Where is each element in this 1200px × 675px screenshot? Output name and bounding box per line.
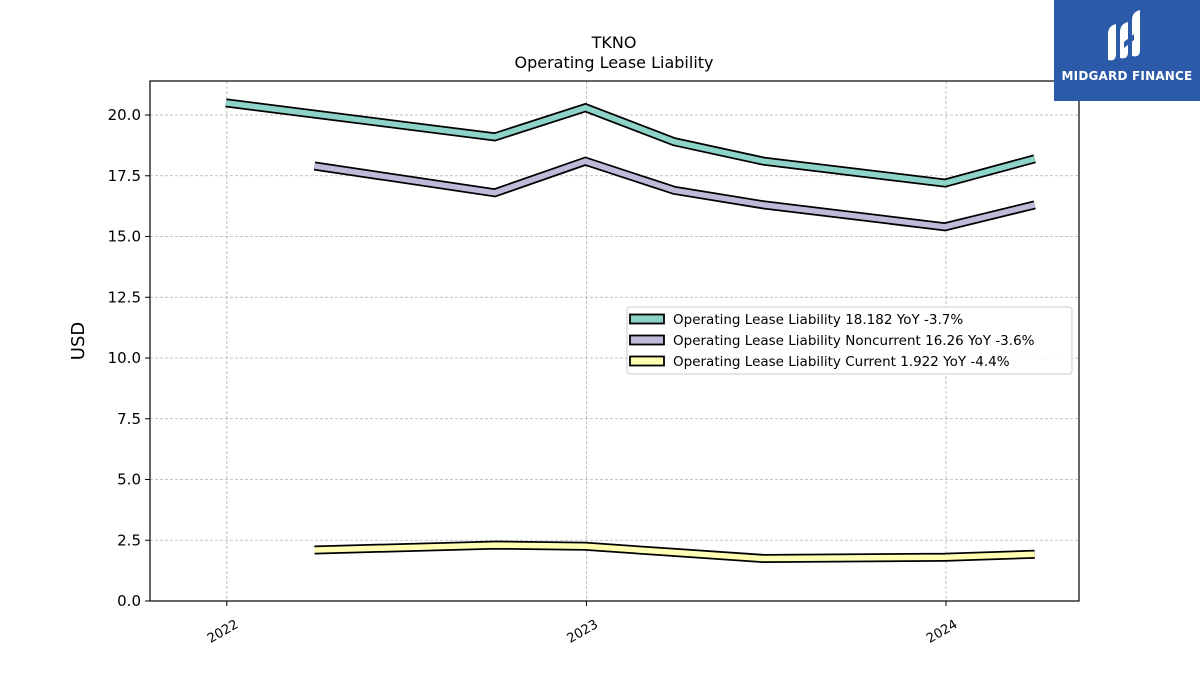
y-tick-label: 20.0 bbox=[108, 106, 141, 124]
y-tick-label: 2.5 bbox=[117, 531, 141, 549]
logo-mark-icon bbox=[1108, 10, 1140, 61]
chart-subtitle: Operating Lease Liability bbox=[514, 53, 713, 72]
series-line bbox=[314, 542, 1035, 562]
x-tick-label: 2024 bbox=[924, 617, 960, 647]
series-layer bbox=[225, 98, 1036, 564]
legend-box bbox=[626, 306, 1073, 375]
y-tick-label: 5.0 bbox=[117, 471, 141, 489]
y-tick-label: 12.5 bbox=[108, 288, 141, 306]
x-tick-label: 2023 bbox=[565, 617, 601, 647]
x-tick-label: 2022 bbox=[205, 617, 241, 647]
legend-swatch bbox=[629, 334, 665, 346]
y-tick-label: 10.0 bbox=[108, 349, 141, 367]
legend-swatch bbox=[629, 313, 665, 325]
y-tick-label: 15.0 bbox=[108, 228, 141, 246]
y-tick-label: 17.5 bbox=[108, 167, 141, 185]
y-axis-label: USD bbox=[68, 322, 89, 360]
series-line-outline bbox=[313, 156, 1036, 232]
logo-text: MIDGARD FINANCE bbox=[1061, 69, 1193, 83]
legend-label: Operating Lease Liability 18.182 YoY -3.… bbox=[673, 312, 963, 328]
axis-ticks: 0.0 2.5 5.0 7.5 10.0 12.5 15.0 17.5 20.0 2022 2023… bbox=[108, 106, 961, 647]
series-line bbox=[314, 158, 1036, 230]
chart-title: TKNO bbox=[591, 33, 637, 52]
plot-frame bbox=[149, 80, 1080, 602]
legend-label: Operating Lease Liability Current 1.922 … bbox=[673, 354, 1010, 370]
midgard-finance-logo: MIDGARD FINANCE bbox=[1054, 0, 1200, 101]
series-line bbox=[225, 100, 1036, 186]
y-tick-label: 0.0 bbox=[117, 592, 141, 610]
legend: Operating Lease Liability 18.182 YoY -3.… bbox=[626, 306, 1073, 375]
legend-swatch bbox=[629, 355, 665, 367]
y-tick-label: 7.5 bbox=[117, 410, 141, 428]
legend-label: Operating Lease Liability Noncurrent 16.… bbox=[673, 333, 1035, 349]
